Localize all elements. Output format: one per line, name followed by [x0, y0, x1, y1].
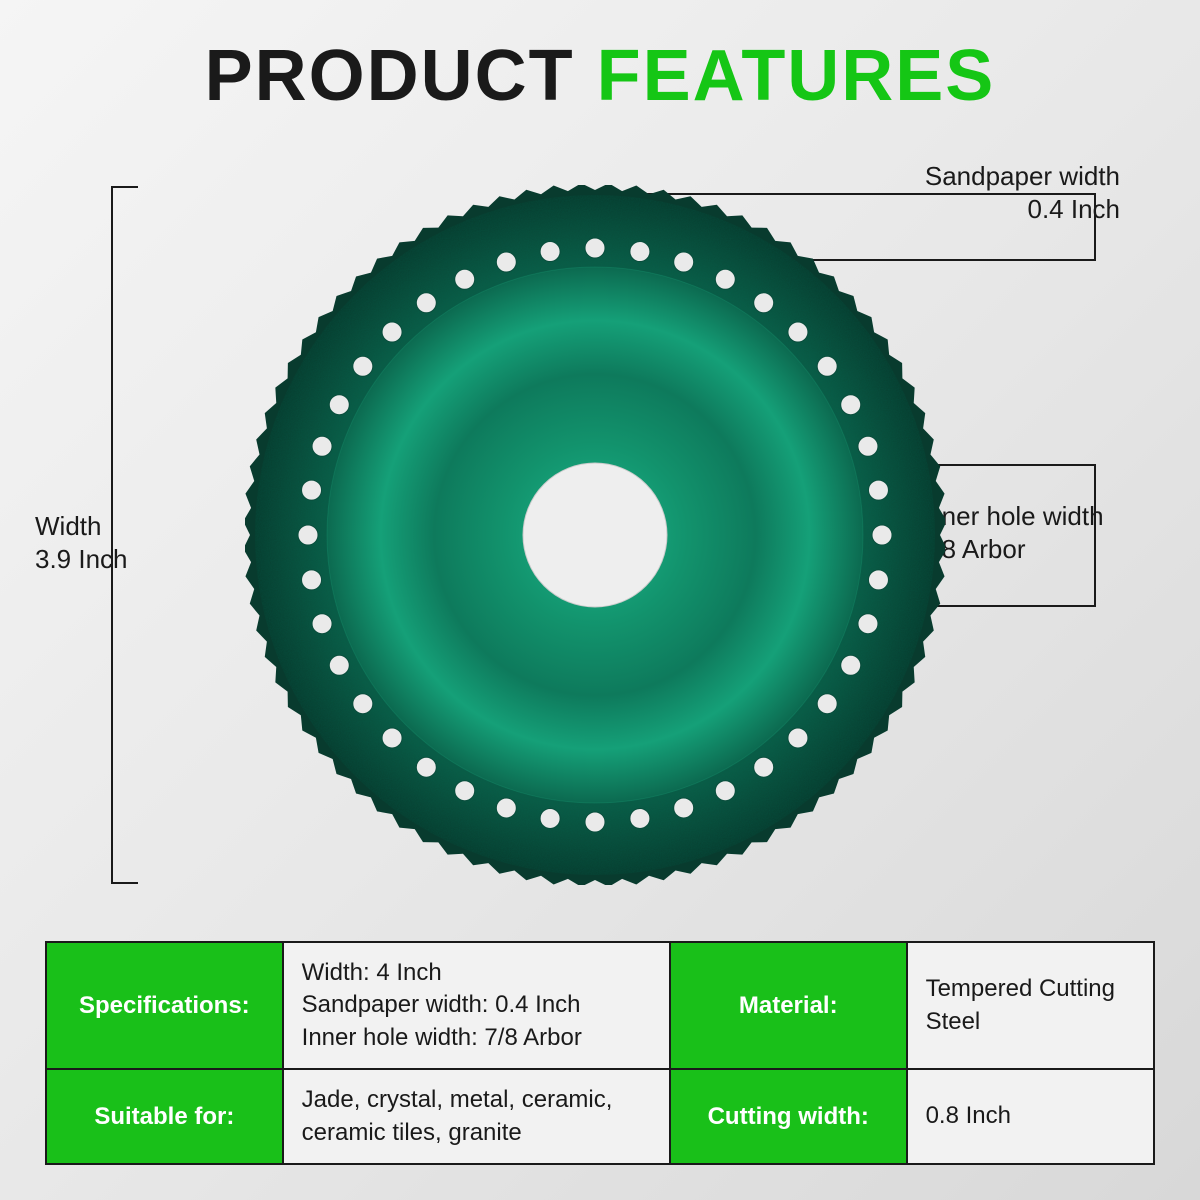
callout-width-label: Width	[35, 510, 128, 543]
callout-innerhole: Inner hole width 7/8 Arbor	[920, 500, 1150, 565]
spec-value-cutting: 0.8 Inch	[907, 1069, 1154, 1164]
title-word-1: PRODUCT	[205, 36, 575, 116]
callout-width-value: 3.9 Inch	[35, 543, 128, 576]
callout-innerhole-value: 7/8 Arbor	[920, 533, 1150, 566]
title-word-2: FEATURES	[597, 36, 996, 116]
callout-width: Width 3.9 Inch	[35, 510, 128, 575]
table-row: Specifications: Width: 4 InchSandpaper w…	[46, 942, 1154, 1069]
diagram-area: Width 3.9 Inch Sandpaper width 0.4 Inch …	[70, 150, 1130, 930]
spec-value-specifications: Width: 4 InchSandpaper width: 0.4 InchIn…	[283, 942, 670, 1069]
spec-value-suitable: Jade, crystal, metal, ceramic, ceramic t…	[283, 1069, 670, 1164]
callout-innerhole-label: Inner hole width	[920, 500, 1150, 533]
spec-header-specifications: Specifications:	[46, 942, 283, 1069]
cutting-disc-icon	[245, 185, 945, 885]
table-row: Suitable for: Jade, crystal, metal, cera…	[46, 1069, 1154, 1164]
spec-table: Specifications: Width: 4 InchSandpaper w…	[45, 941, 1155, 1165]
spec-value-material: Tempered Cutting Steel	[907, 942, 1154, 1069]
page-title: PRODUCT FEATURES	[0, 0, 1200, 117]
spec-header-cutting: Cutting width:	[670, 1069, 907, 1164]
spec-header-suitable: Suitable for:	[46, 1069, 283, 1164]
spec-header-material: Material:	[670, 942, 907, 1069]
